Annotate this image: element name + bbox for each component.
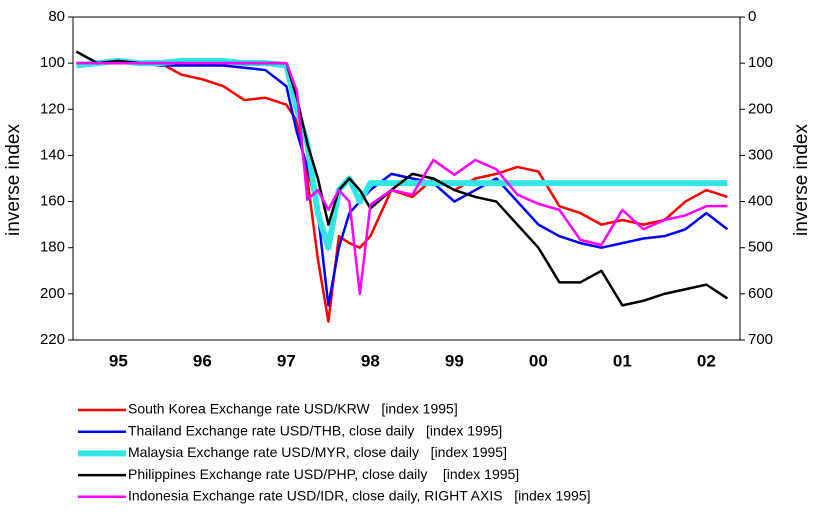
- x-tick-label: 97: [277, 351, 296, 370]
- y2-axis-label: inverse index: [791, 124, 812, 236]
- x-tick-label: 99: [445, 351, 464, 370]
- y2-tick-label: 0: [748, 8, 756, 25]
- legend-label: Indonesia Exchange rate USD/IDR, close d…: [128, 488, 591, 504]
- series-line: [75, 50, 729, 307]
- legend-label: Philippines Exchange rate USD/PHP, close…: [128, 466, 519, 482]
- y-tick-label: 160: [40, 193, 65, 210]
- y-tick-label: 180: [40, 239, 65, 256]
- y-tick-label: 100: [40, 54, 65, 71]
- x-tick-label: 02: [697, 351, 716, 370]
- y2-tick-label: 500: [748, 239, 773, 256]
- x-tick-label: 96: [193, 351, 212, 370]
- x-tick-label: 98: [361, 351, 380, 370]
- legend-label: Thailand Exchange rate USD/THB, close da…: [128, 422, 502, 438]
- series-line: [76, 61, 728, 296]
- x-tick-label: 00: [529, 351, 548, 370]
- y-tick-label: 80: [48, 8, 65, 25]
- y-tick-label: 200: [40, 285, 65, 302]
- plot-frame: [72, 16, 741, 341]
- y-tick-label: 140: [40, 146, 65, 163]
- y2-tick-label: 200: [748, 100, 773, 117]
- x-tick-label: 95: [109, 351, 128, 370]
- y2-tick-label: 100: [748, 54, 773, 71]
- y2-tick-label: 700: [748, 331, 773, 348]
- y2-tick-label: 400: [748, 193, 773, 210]
- y2-tick-label: 300: [748, 146, 773, 163]
- legend-label: South Korea Exchange rate USD/KRW [index…: [128, 401, 458, 417]
- y-axis-label: inverse index: [3, 124, 24, 236]
- y-tick-label: 120: [40, 100, 65, 117]
- x-tick-label: 01: [613, 351, 632, 370]
- y-tick-label: 220: [40, 331, 65, 348]
- y2-tick-label: 600: [748, 285, 773, 302]
- legend-label: Malaysia Exchange rate USD/MYR, close da…: [128, 444, 507, 460]
- series-line: [76, 57, 728, 251]
